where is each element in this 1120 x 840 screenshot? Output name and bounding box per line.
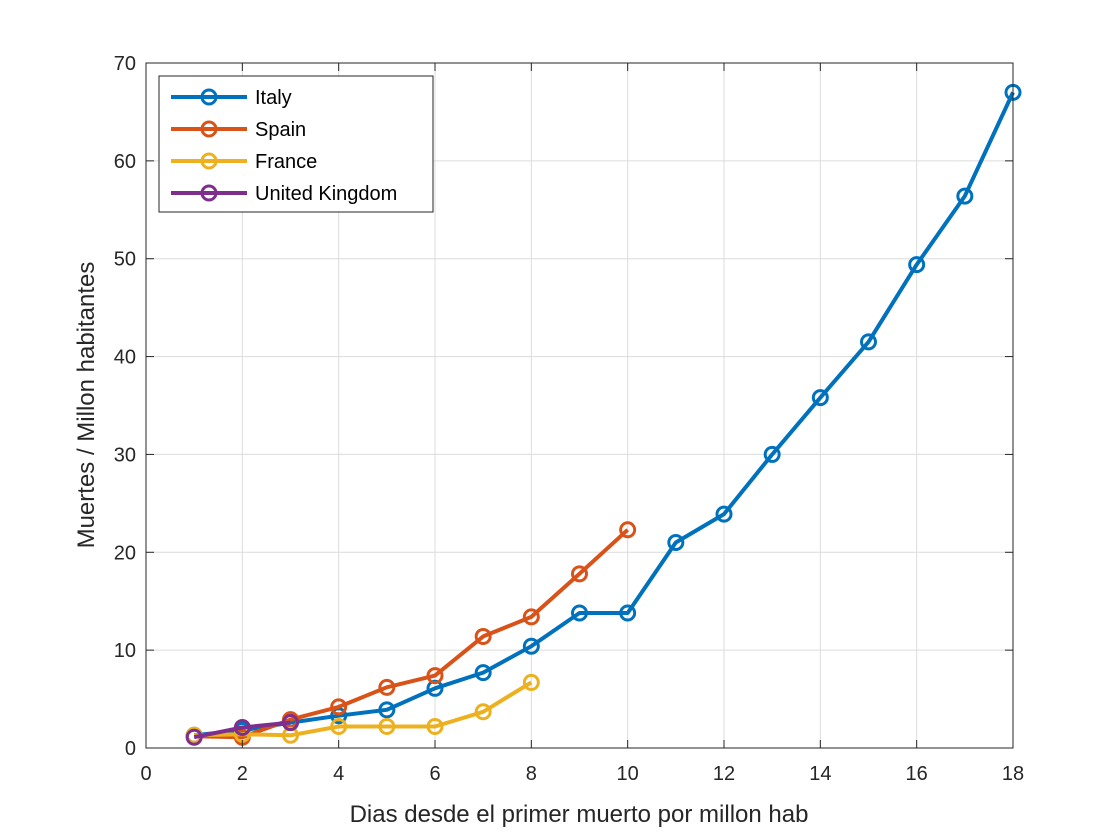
data-point-united-kingdom	[233, 718, 251, 736]
data-point-united-kingdom	[282, 714, 299, 732]
data-point-spain	[378, 678, 396, 696]
data-point-italy	[715, 505, 733, 523]
grid-lines	[146, 63, 1013, 748]
x-tick-label: 8	[526, 763, 537, 785]
data-point-italy	[860, 333, 877, 351]
data-point-italy	[571, 604, 588, 622]
y-tick-label: 30	[114, 444, 136, 466]
data-point-italy	[522, 637, 540, 655]
x-tick-label: 6	[429, 763, 440, 785]
legend-item-spain: Spain	[171, 119, 306, 141]
data-point-italy	[474, 664, 492, 682]
y-tick-label: 60	[114, 151, 136, 173]
legend-swatch-marker	[200, 88, 218, 106]
legend-label: Spain	[255, 119, 306, 141]
y-tick-label: 20	[114, 542, 136, 564]
legend-item-france: France	[171, 151, 317, 173]
legend-item-united-kingdom: United Kingdom	[171, 183, 397, 205]
legend: Italy Spain France United Kingdom	[158, 75, 434, 213]
data-point-spain	[474, 627, 492, 645]
data-point-italy	[619, 604, 637, 622]
legend-swatch-marker	[200, 152, 218, 170]
x-tick-label: 4	[333, 763, 344, 785]
y-tick-label: 10	[114, 640, 136, 662]
data-point-italy	[763, 445, 781, 463]
data-point-france	[474, 703, 492, 721]
data-point-italy	[956, 187, 974, 205]
x-tick-label: 2	[237, 763, 248, 785]
x-tick-label: 12	[713, 763, 735, 785]
series-line-spain	[194, 528, 630, 740]
legend-swatch-marker	[200, 184, 218, 202]
legend-swatch-marker	[200, 120, 218, 138]
y-tick-label: 40	[114, 347, 136, 369]
x-axis-label: Dias desde el primer muerto por millon h…	[350, 801, 809, 828]
y-tick-label: 0	[125, 738, 136, 760]
legend-label: Italy	[255, 87, 292, 109]
x-tick-label: 0	[140, 763, 151, 785]
data-point-spain	[571, 565, 588, 583]
data-point-united-kingdom	[185, 728, 203, 746]
data-point-spain	[426, 667, 444, 685]
y-tick-label: 50	[114, 249, 136, 271]
y-tick-label: 70	[114, 53, 136, 75]
series-united-kingdom	[185, 714, 299, 746]
plot-frame	[145, 62, 1014, 749]
series-group	[185, 83, 1022, 746]
data-point-france	[426, 717, 444, 735]
data-point-france	[378, 717, 396, 735]
x-tick-label: 14	[809, 763, 831, 785]
data-point-france	[330, 717, 348, 735]
y-axis-label: Muertes / Millon habitantes	[73, 262, 100, 549]
data-point-italy	[667, 534, 685, 551]
data-point-italy	[811, 389, 829, 407]
data-point-spain	[522, 608, 540, 626]
x-tick-label: 16	[906, 763, 928, 785]
axis-ticks: 0 2 4 6 8 10 12 14 16 18 0 10 20 30 40 50 60 70	[114, 53, 1024, 785]
legend-item-italy: Italy	[171, 87, 292, 109]
series-line-united-kingdom	[193, 720, 291, 740]
x-tick-label: 10	[617, 763, 639, 785]
legend-label: United Kingdom	[255, 183, 397, 205]
data-point-spain	[619, 521, 637, 539]
legend-label: France	[255, 151, 317, 173]
data-point-france	[522, 673, 540, 691]
data-point-italy	[378, 701, 396, 719]
data-point-spain	[330, 698, 348, 716]
x-tick-label: 18	[1002, 763, 1024, 785]
data-point-italy	[908, 256, 926, 274]
